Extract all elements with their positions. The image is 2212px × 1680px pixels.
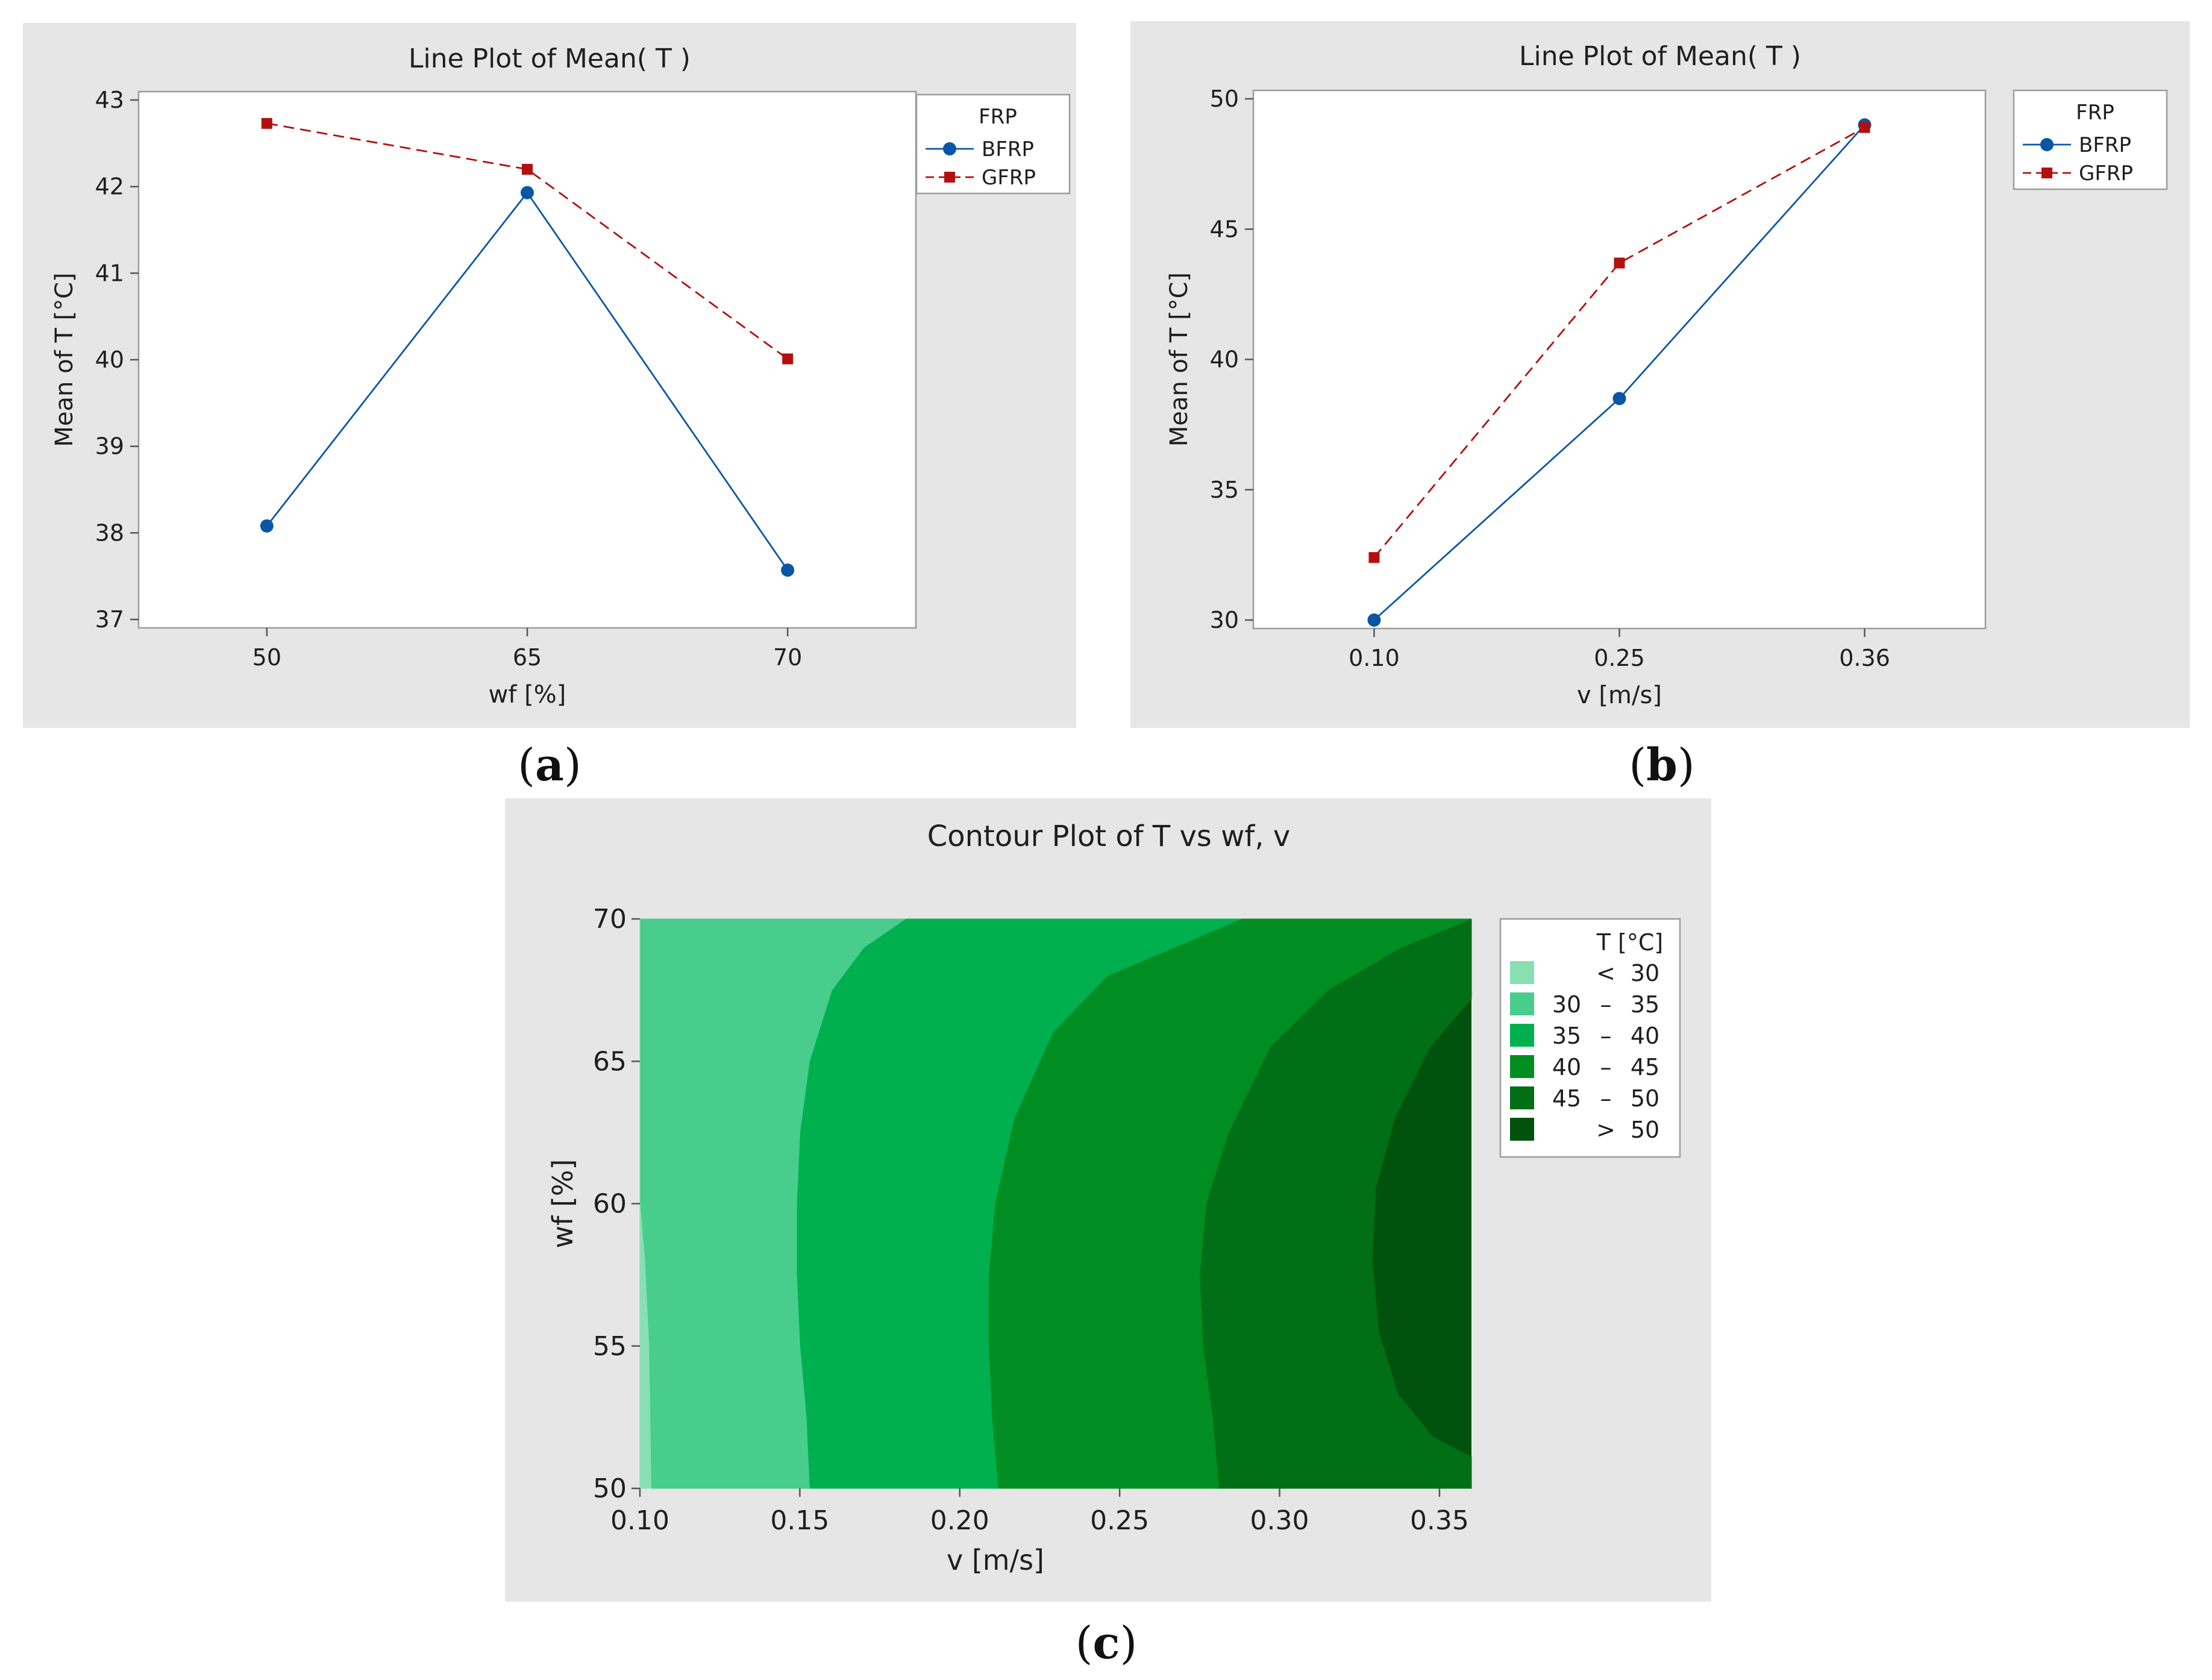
x-tick-label: 70	[773, 644, 802, 671]
panel-caption-letter: b	[1646, 739, 1678, 791]
y-tick-label: 55	[593, 1331, 627, 1362]
data-point-gfrp	[1614, 257, 1625, 269]
series-line-gfrp	[1373, 127, 1866, 559]
data-point-bfrp	[260, 519, 274, 533]
legend-range-sep: –	[1600, 1085, 1612, 1112]
legend-title: FRP	[2076, 101, 2114, 125]
x-tick-label: 50	[252, 644, 281, 671]
chart-title: Line Plot of Mean( T )	[1519, 41, 1801, 72]
legend-marker-bfrp	[2040, 138, 2054, 151]
legend-swatch	[1510, 992, 1534, 1015]
data-point-gfrp	[261, 118, 272, 129]
legend-range-high: 45	[1631, 1054, 1659, 1080]
data-point-bfrp	[1367, 613, 1381, 627]
plot-area	[1252, 89, 1987, 630]
legend-range-high: 50	[1631, 1117, 1659, 1143]
legend-range-low: 40	[1552, 1054, 1581, 1080]
y-tick-label: 40	[95, 346, 124, 373]
y-axis-label: wf [%]	[547, 1159, 579, 1248]
legend-marker-gfrp	[944, 172, 955, 183]
legend-marker-gfrp	[2041, 168, 2052, 178]
y-tick-label: 60	[593, 1189, 627, 1220]
y-axis-label: Mean of T [°C]	[1165, 272, 1193, 447]
legend-range-sep: <	[1596, 960, 1615, 986]
y-tick-label: 41	[95, 260, 124, 286]
y-tick-label: 42	[95, 174, 124, 200]
legend-range-high: 50	[1631, 1085, 1659, 1112]
data-point-gfrp	[782, 353, 794, 365]
legend-range-low: 35	[1552, 1023, 1581, 1049]
y-tick-label: 50	[1210, 86, 1239, 112]
x-tick-label: 0.25	[1090, 1505, 1149, 1536]
legend-range-sep: –	[1600, 1023, 1612, 1049]
x-axis-label: wf [%]	[489, 681, 566, 709]
y-axis-label: Mean of T [°C]	[51, 272, 78, 447]
legend-range-low: 45	[1552, 1085, 1581, 1112]
y-tick-label: 65	[593, 1046, 627, 1077]
legend-range-high: 40	[1631, 1023, 1659, 1049]
legend-range-sep: >	[1596, 1117, 1615, 1143]
y-tick-label: 45	[1210, 216, 1239, 242]
y-tick-label: 50	[593, 1473, 627, 1504]
x-tick-label: 0.15	[770, 1505, 829, 1536]
panel-caption: (b)	[1629, 739, 1695, 791]
x-tick-label: 0.30	[1250, 1505, 1309, 1536]
data-point-gfrp	[1368, 552, 1380, 563]
legend-marker-bfrp	[943, 142, 956, 155]
chart-panel-b: Line Plot of Mean( T ) 30 35 40 45 50 0.10 0.25…	[1130, 21, 2190, 791]
series-line-gfrp	[266, 122, 788, 360]
y-tick-label: 37	[95, 606, 124, 633]
chart-panel-a: Line Plot of Mean( T ) 37 38 39 40 41 42 43 50 65…	[23, 23, 1076, 791]
legend-swatch	[1510, 961, 1534, 984]
legend-range-low: 30	[1552, 991, 1581, 1018]
legend-title: T [°C]	[1596, 929, 1663, 956]
y-tick-label: 70	[593, 904, 627, 935]
data-point-bfrp	[521, 186, 534, 199]
x-tick-label: 0.35	[1410, 1505, 1469, 1536]
legend-label-bfrp: BFRP	[982, 137, 1034, 161]
legend-label-bfrp: BFRP	[2079, 133, 2131, 157]
chart-panel-c: Contour Plot of T vs wf, v 0.10 0.15 0.20 0.…	[505, 798, 1711, 1669]
panel-caption: (c)	[1076, 1617, 1138, 1669]
legend-title: FRP	[979, 105, 1017, 129]
data-point-bfrp	[1612, 392, 1626, 406]
panel-caption-letter: c	[1092, 1617, 1120, 1669]
legend-swatch	[1510, 1118, 1534, 1141]
x-axis-label: v [m/s]	[1577, 682, 1662, 709]
legend-swatch	[1510, 1024, 1534, 1047]
contour-region-level-1	[639, 918, 907, 1489]
y-tick-label: 39	[95, 433, 124, 460]
legend-range-high: 35	[1631, 991, 1659, 1018]
x-tick-label: 0.20	[930, 1505, 989, 1536]
legend-range-sep: –	[1600, 1054, 1612, 1080]
x-tick-label: 0.10	[1349, 645, 1400, 671]
legend-swatch	[1510, 1055, 1534, 1078]
x-tick-label: 65	[513, 644, 542, 671]
data-point-bfrp	[781, 563, 795, 577]
legend-label-gfrp: GFRP	[982, 166, 1036, 190]
chart-title: Contour Plot of T vs wf, v	[927, 820, 1290, 853]
x-tick-label: 0.10	[610, 1505, 669, 1536]
y-tick-label: 35	[1210, 477, 1239, 503]
panel-caption-letter: a	[535, 739, 564, 791]
y-tick-label: 30	[1210, 607, 1239, 633]
y-tick-label: 43	[95, 87, 124, 113]
legend-label-gfrp: GFRP	[2079, 161, 2133, 186]
data-point-gfrp	[1859, 122, 1870, 133]
data-point-gfrp	[522, 163, 533, 175]
x-tick-label: 0.36	[1839, 645, 1890, 671]
y-tick-label: 40	[1210, 346, 1239, 373]
x-axis-label: v [m/s]	[947, 1544, 1044, 1576]
legend-range-high: 30	[1631, 960, 1659, 986]
legend-swatch	[1510, 1086, 1534, 1109]
panel-caption: (a)	[518, 739, 581, 791]
y-tick-label: 38	[95, 519, 124, 546]
legend-range-sep: –	[1600, 991, 1612, 1018]
chart-title: Line Plot of Mean( T )	[409, 43, 691, 74]
x-tick-label: 0.25	[1594, 645, 1645, 671]
